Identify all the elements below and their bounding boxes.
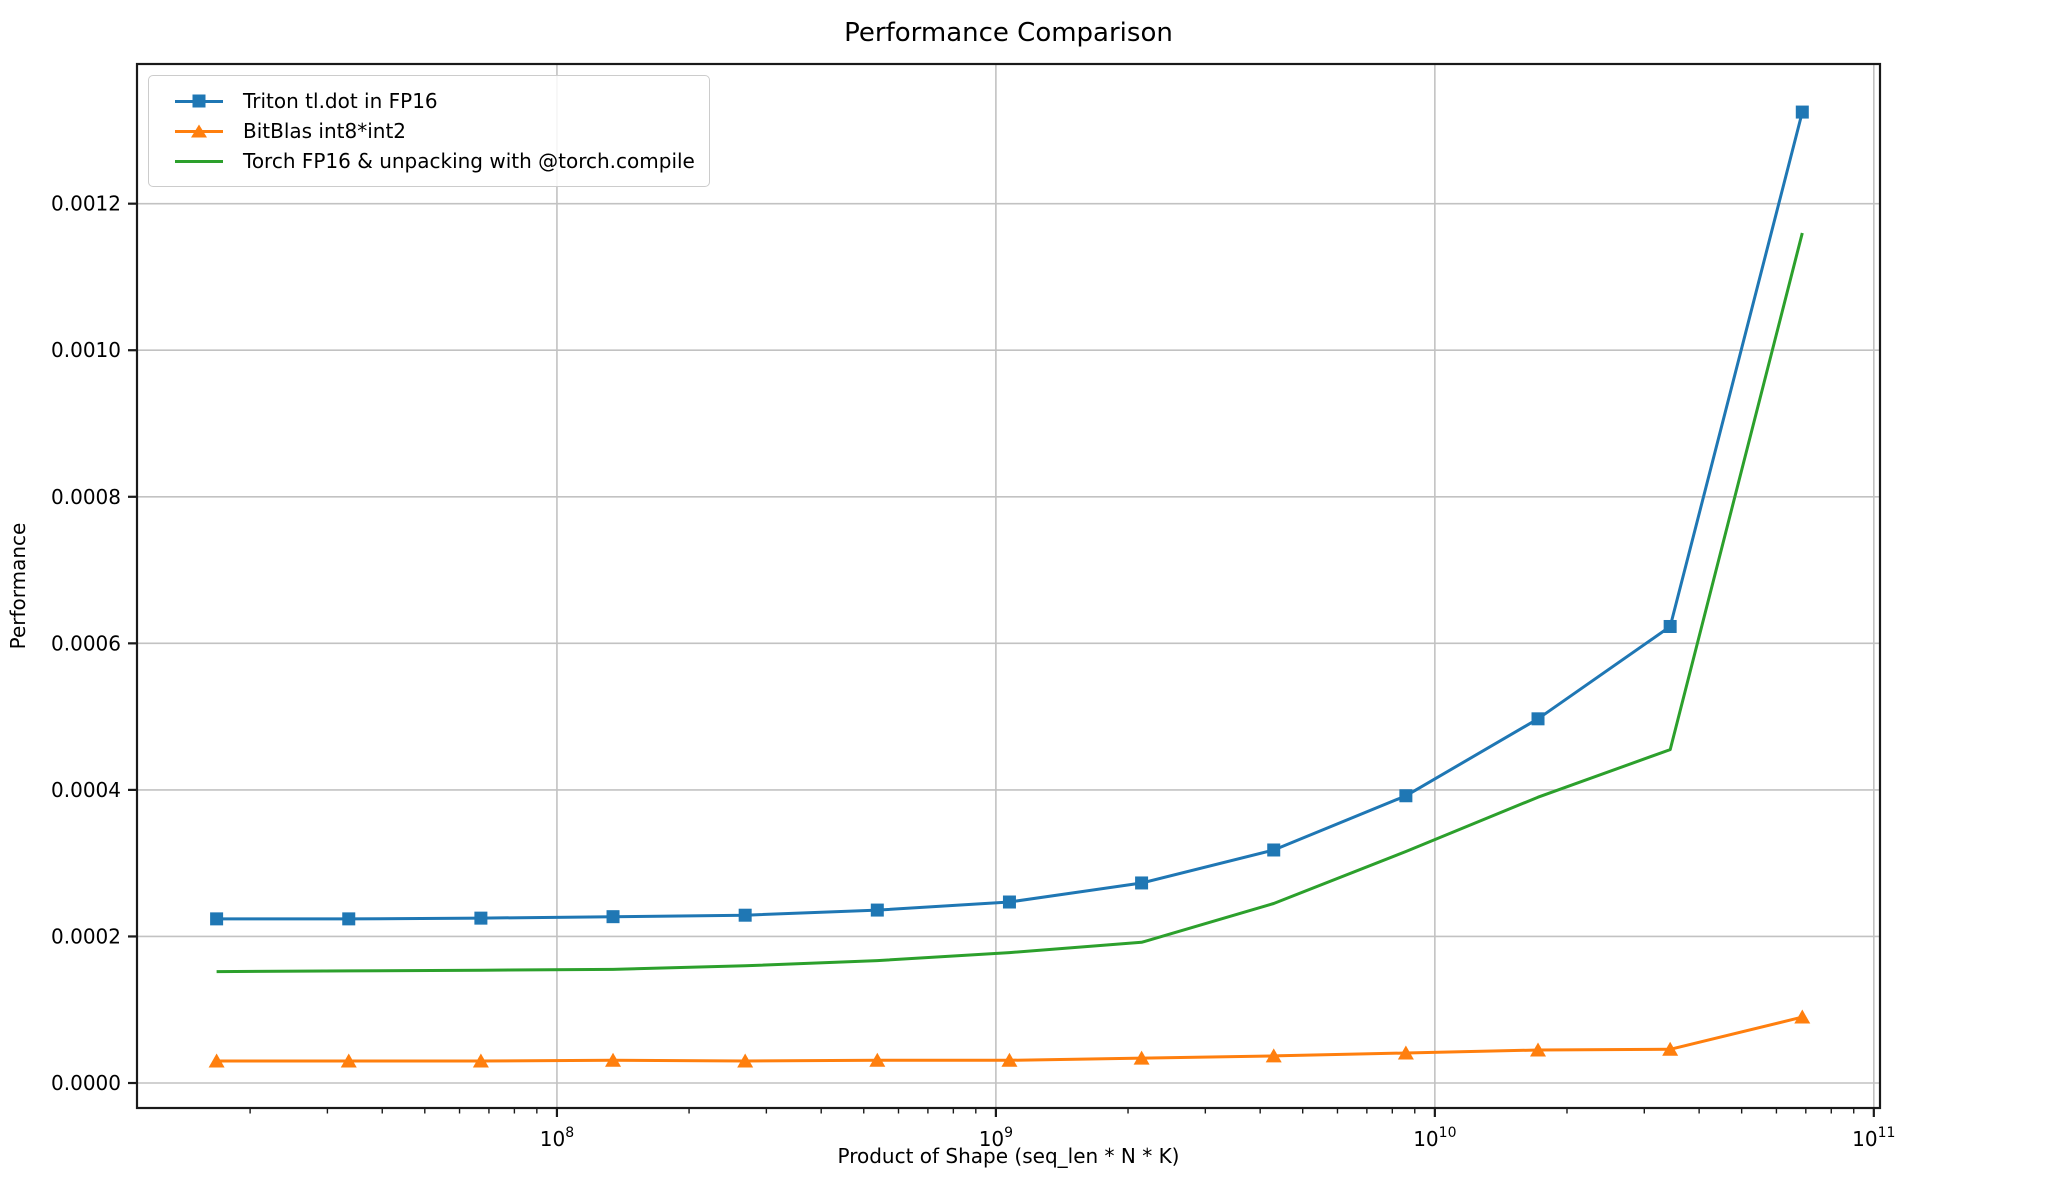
series-line xyxy=(216,232,1804,974)
triangle-marker xyxy=(1133,1050,1150,1065)
square-marker xyxy=(1663,619,1677,633)
triangle-marker xyxy=(1397,1045,1414,1060)
triangle-marker xyxy=(1265,1048,1282,1063)
x-tick-label: 1010 xyxy=(1413,1125,1456,1151)
legend-triangle-icon xyxy=(175,123,223,139)
square-marker xyxy=(1267,843,1281,857)
square-marker xyxy=(1531,712,1545,726)
triangle-marker xyxy=(208,1053,225,1068)
square-marker xyxy=(738,908,752,922)
square-marker xyxy=(210,912,224,926)
y-tick-label: 0.0002 xyxy=(51,924,121,948)
square-marker xyxy=(342,912,356,926)
grid-lines xyxy=(137,64,1880,1108)
square-marker xyxy=(606,910,620,924)
chart-title: Performance Comparison xyxy=(844,18,1173,48)
legend-item: Torch FP16 & unpacking with @torch.compi… xyxy=(149,146,709,176)
y-tick-label: 0.0010 xyxy=(51,338,121,362)
y-tick-label: 0.0012 xyxy=(51,192,121,216)
triangle-marker xyxy=(1001,1052,1018,1067)
square-marker xyxy=(474,911,488,925)
triangle-marker xyxy=(472,1053,489,1068)
triangle-marker xyxy=(737,1053,754,1068)
series-2 xyxy=(208,1009,1811,1068)
triangle-marker xyxy=(1662,1041,1679,1056)
legend-item-label: Triton tl.dot in FP16 xyxy=(243,89,438,113)
y-tick-label: 0.0006 xyxy=(51,631,121,655)
x-axis-label: Product of Shape (seq_len * N * K) xyxy=(837,1144,1180,1168)
y-tick-label: 0.0004 xyxy=(51,778,121,802)
square-marker xyxy=(1135,876,1149,890)
triangle-marker xyxy=(869,1052,886,1067)
legend-item: BitBlas int8*int2 xyxy=(149,116,709,146)
square-marker xyxy=(1399,789,1413,803)
plot-border xyxy=(135,62,1882,1110)
x-tick-label: 109 xyxy=(979,1125,1013,1151)
triangle-marker xyxy=(1530,1042,1547,1057)
square-marker xyxy=(1002,895,1016,909)
y-tick-label: 0.0000 xyxy=(51,1071,121,1095)
square-marker xyxy=(870,903,884,917)
legend-item: Triton tl.dot in FP16 xyxy=(149,86,709,116)
triangle-marker xyxy=(340,1053,357,1068)
series-3 xyxy=(216,232,1804,974)
legend: Triton tl.dot in FP16 BitBlas int8*int2 To… xyxy=(148,75,710,187)
axis-ticks xyxy=(128,202,1875,1117)
square-marker xyxy=(1795,105,1809,119)
y-tick-label: 0.0008 xyxy=(51,485,121,509)
series-1 xyxy=(210,105,1809,926)
triangle-marker xyxy=(1794,1009,1811,1024)
legend-line-icon xyxy=(175,153,223,169)
y-axis-label: Performance xyxy=(6,522,30,650)
legend-square-icon xyxy=(175,93,223,109)
triangle-marker xyxy=(605,1052,622,1067)
series-line xyxy=(216,111,1804,921)
x-tick-label: 1011 xyxy=(1852,1125,1895,1151)
x-tick-label: 108 xyxy=(540,1125,574,1151)
legend-item-label: BitBlas int8*int2 xyxy=(243,119,407,143)
legend-item-label: Torch FP16 & unpacking with @torch.compi… xyxy=(243,149,695,173)
